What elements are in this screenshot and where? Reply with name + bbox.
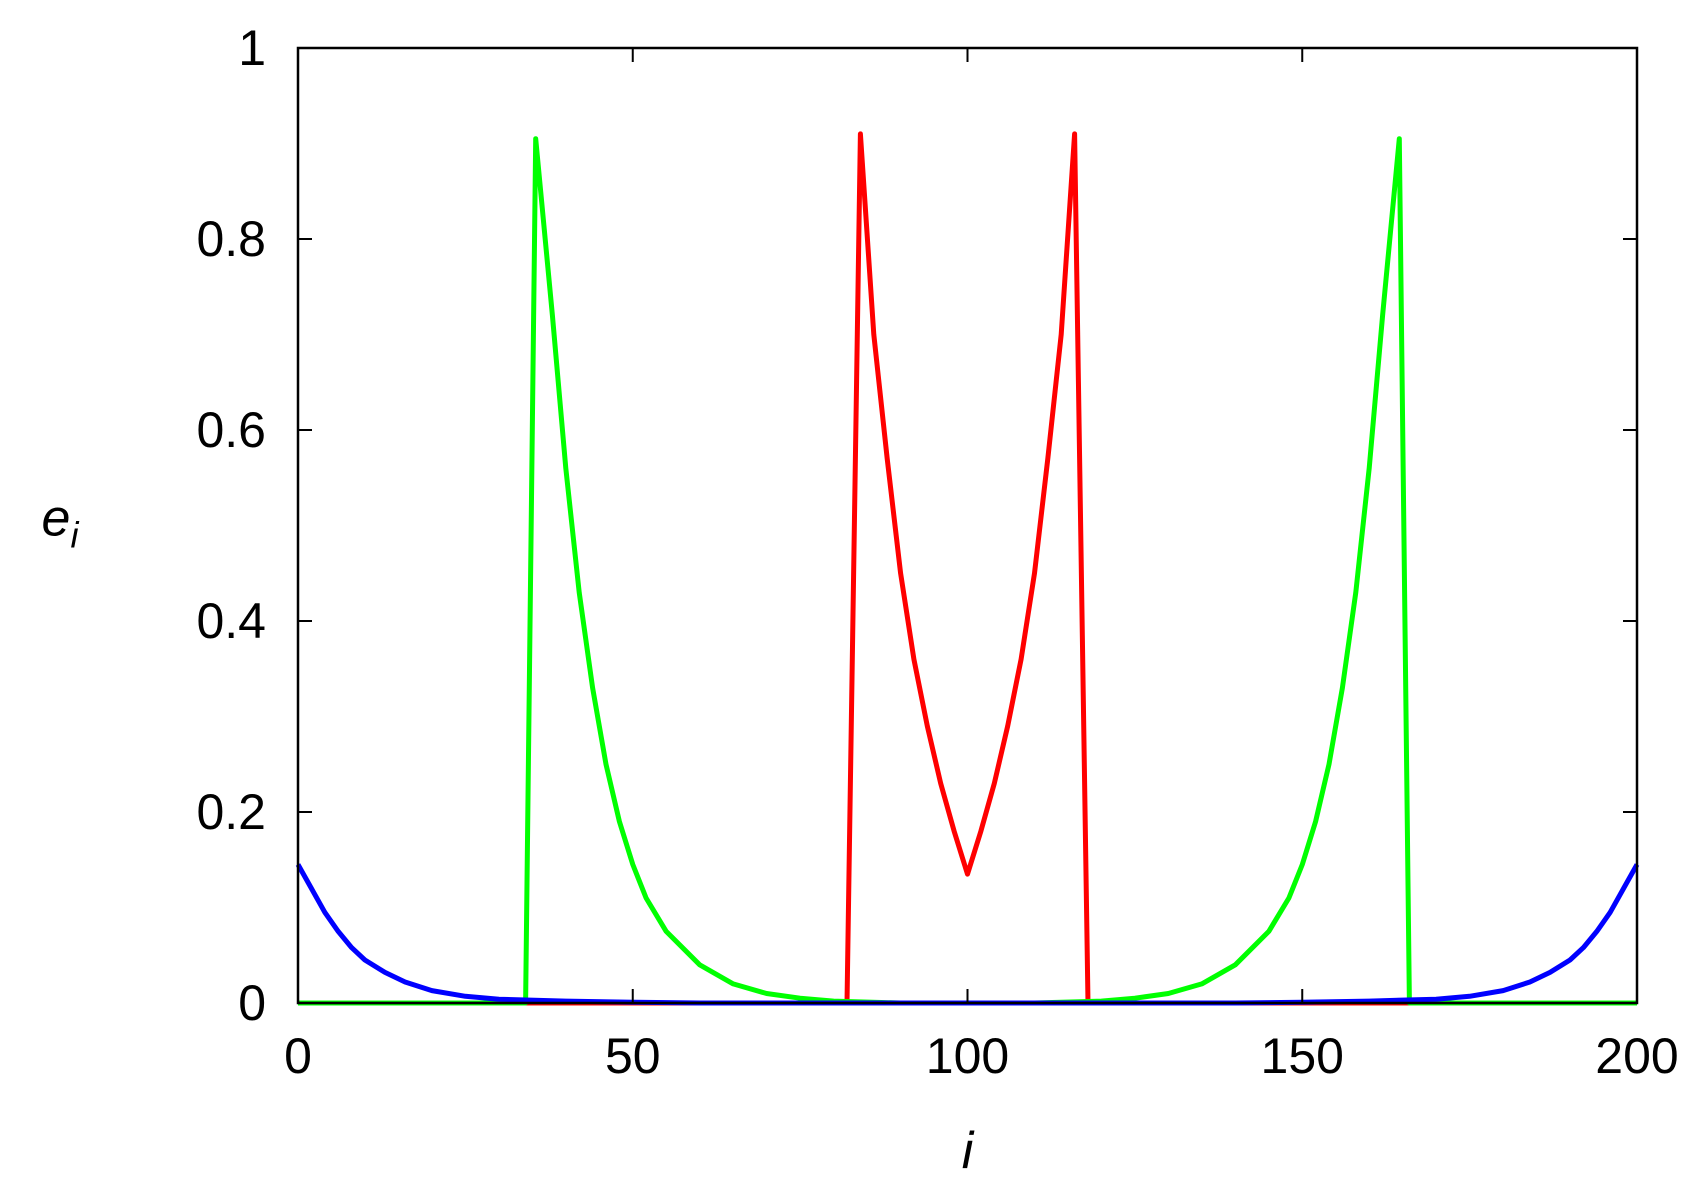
plot-frame [296, 46, 1639, 1005]
x-tick-label-50: 50 [605, 1028, 661, 1084]
series-layer [295, 131, 1640, 1006]
y-tick-label-0.2: 0.2 [196, 784, 266, 840]
y-axis-label-subscript: i [70, 515, 79, 556]
y-tick-label-0: 0 [238, 975, 266, 1031]
y-tick-label-0.6: 0.6 [196, 402, 266, 458]
ticks-layer: 0 50 100 150 200 0 0.2 0.4 0.6 0.8 1 [196, 20, 1678, 1084]
y-tick-label-0.4: 0.4 [196, 593, 266, 649]
y-axis-label-base: e [42, 490, 71, 548]
x-tick-label-0: 0 [284, 1028, 312, 1084]
x-tick-label-200: 200 [1595, 1028, 1678, 1084]
series-line-3 [295, 863, 1640, 1006]
x-tick-label-100: 100 [926, 1028, 1009, 1084]
y-axis-label: ei [42, 490, 80, 556]
y-tick-label-1: 1 [238, 20, 266, 76]
series-line-1 [298, 131, 1637, 1006]
x-tick-label-150: 150 [1261, 1028, 1344, 1084]
x-axis-label: i [962, 1122, 975, 1180]
y-tick-label-0.8: 0.8 [196, 211, 266, 267]
